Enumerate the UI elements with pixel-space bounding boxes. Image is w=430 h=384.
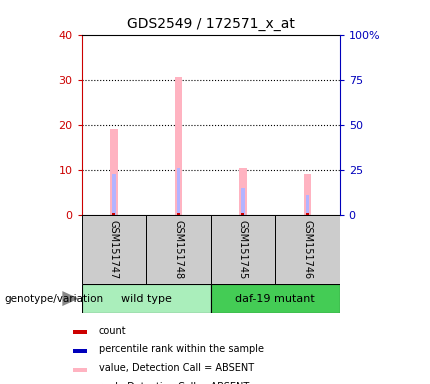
Title: GDS2549 / 172571_x_at: GDS2549 / 172571_x_at: [127, 17, 295, 31]
Polygon shape: [62, 291, 79, 306]
Bar: [110, 129, 118, 215]
Bar: [304, 174, 311, 215]
Bar: [73, 331, 87, 334]
Bar: [73, 367, 87, 372]
Text: percentile rank within the sample: percentile rank within the sample: [99, 344, 264, 354]
Text: GSM151748: GSM151748: [173, 220, 184, 279]
Text: count: count: [99, 326, 126, 336]
Text: genotype/variation: genotype/variation: [4, 293, 104, 304]
Bar: [73, 349, 87, 353]
Bar: [146, 215, 211, 284]
Bar: [241, 188, 245, 215]
Text: wild type: wild type: [121, 293, 172, 304]
Text: GSM151746: GSM151746: [302, 220, 313, 279]
Bar: [241, 213, 245, 215]
Bar: [176, 168, 181, 215]
Text: GSM151747: GSM151747: [109, 220, 119, 279]
Bar: [82, 215, 146, 284]
Bar: [305, 195, 309, 215]
Text: value, Detection Call = ABSENT: value, Detection Call = ABSENT: [99, 362, 254, 372]
Bar: [112, 174, 116, 215]
Text: GSM151745: GSM151745: [238, 220, 248, 279]
Bar: [211, 215, 275, 284]
Bar: [175, 78, 182, 215]
Bar: [211, 284, 340, 313]
Bar: [239, 168, 247, 215]
Bar: [306, 213, 309, 215]
Text: rank, Detection Call = ABSENT: rank, Detection Call = ABSENT: [99, 382, 249, 384]
Bar: [275, 215, 340, 284]
Bar: [177, 213, 180, 215]
Text: daf-19 mutant: daf-19 mutant: [235, 293, 315, 304]
Bar: [112, 213, 116, 215]
Bar: [82, 284, 211, 313]
